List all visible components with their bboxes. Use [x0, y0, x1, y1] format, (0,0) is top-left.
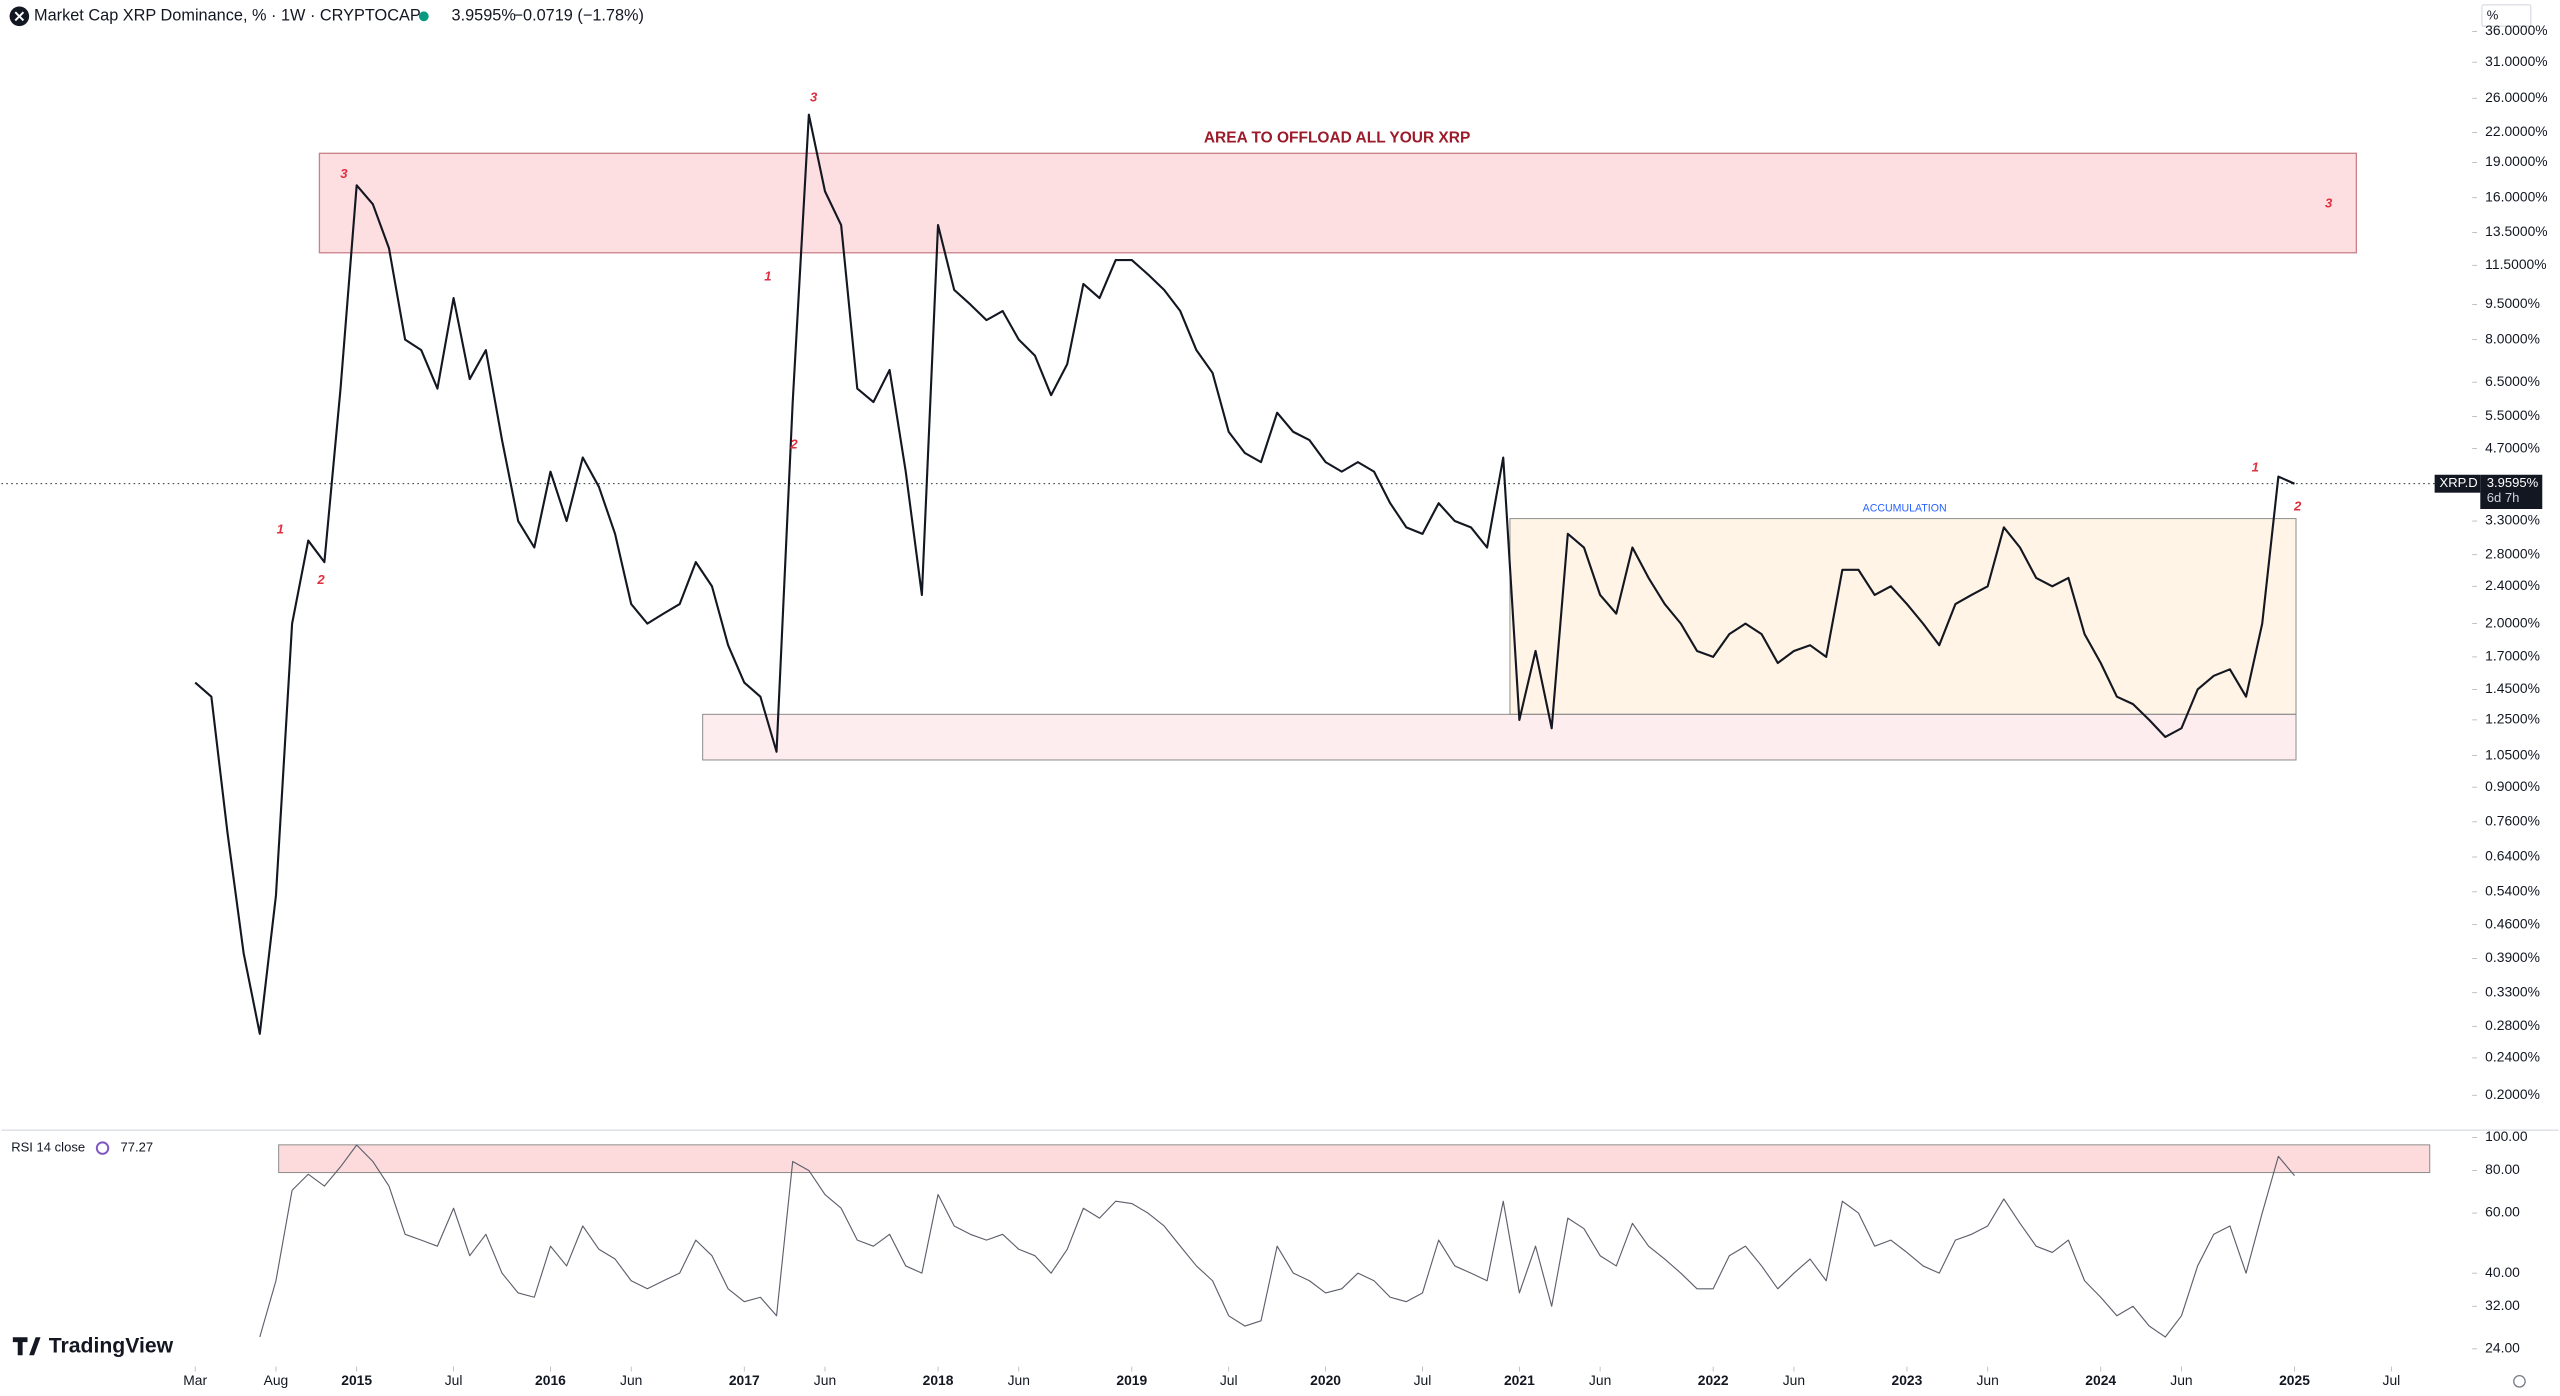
y-tick-label: 1.2500%	[2485, 711, 2540, 727]
chart-title: Market Cap XRP Dominance, % · 1W · CRYPT…	[34, 7, 421, 25]
x-tick-label: 2022	[1698, 1372, 1729, 1388]
countdown: 6d 7h	[2487, 490, 2520, 505]
y-tick-label: 0.9000%	[2485, 778, 2540, 794]
x-tick-label: 2021	[1504, 1372, 1535, 1388]
y-tick-label: 40.00	[2485, 1264, 2520, 1280]
y-tick-label: 0.3300%	[2485, 983, 2540, 999]
y-tick-label: 5.5000%	[2485, 407, 2540, 423]
y-tick-label: 100.00	[2485, 1128, 2528, 1144]
zone-label: ACCUMULATION	[1863, 503, 1947, 515]
change: −0.0719 (−1.78%)	[514, 7, 644, 25]
x-tick-label: 2019	[1116, 1372, 1147, 1388]
x-tick-label: Jun	[1977, 1372, 1999, 1388]
y-tick-label: 0.2400%	[2485, 1049, 2540, 1065]
y-tick-label: 80.00	[2485, 1161, 2520, 1177]
x-tick-label: Jun	[620, 1372, 642, 1388]
wave-label: 3	[340, 166, 348, 181]
support-zone	[702, 713, 2297, 761]
y-tick-label: 2.8000%	[2485, 545, 2540, 561]
y-tick-label: 13.5000%	[2485, 223, 2547, 239]
y-tick-label: 24.00	[2485, 1340, 2520, 1356]
market-status	[418, 11, 429, 22]
y-tick-label: 4.7000%	[2485, 439, 2540, 455]
y-tick-label: 0.6400%	[2485, 848, 2540, 864]
offload-zone	[318, 152, 2358, 254]
y-tick-label: 8.0000%	[2485, 330, 2540, 346]
y-tick-label: 0.4600%	[2485, 915, 2540, 931]
price-tag-bg	[2480, 474, 2543, 509]
y-tick-label: 16.0000%	[2485, 188, 2547, 204]
y-tick-label: 22.0000%	[2485, 123, 2547, 139]
x-tick-label: Jul	[1220, 1372, 1238, 1388]
wave-label: 2	[789, 437, 798, 452]
series-line	[194, 113, 2295, 1035]
y-tick-label: 1.0500%	[2485, 746, 2540, 762]
x-tick-label: Jun	[2170, 1372, 2192, 1388]
y-tick-label: 3.3000%	[2485, 512, 2540, 528]
y-tick-label: 32.00	[2485, 1297, 2520, 1313]
rsi-value: 77.27	[120, 1140, 153, 1155]
y-tick-label: 0.5400%	[2485, 882, 2540, 898]
rsi-icon	[95, 1141, 110, 1155]
y-tick-label: 2.0000%	[2485, 614, 2540, 630]
y-tick-label: 36.0000%	[2485, 22, 2547, 38]
x-tick-label: Jul	[1414, 1372, 1432, 1388]
symbol-logo-mark	[14, 11, 25, 22]
series-line	[259, 1144, 2295, 1338]
zone-label: AREA TO OFFLOAD ALL YOUR XRP	[1204, 130, 1470, 147]
wave-label: 2	[316, 572, 325, 587]
x-tick-label: Mar	[183, 1372, 207, 1388]
y-tick-label: 31.0000%	[2485, 53, 2547, 69]
y-tick-label: 26.0000%	[2485, 89, 2547, 105]
x-tick-label: Jun	[814, 1372, 836, 1388]
wave-label: 3	[810, 89, 818, 104]
wave-label: 2	[2293, 499, 2302, 514]
symbol-tag-bg	[2434, 474, 2481, 493]
rsi-title: RSI 14 close	[11, 1140, 85, 1155]
x-tick-label: 2023	[1892, 1372, 1923, 1388]
settings-icon[interactable]	[2513, 1374, 2526, 1388]
rsi-overbought-zone	[278, 1144, 2431, 1174]
x-tick-label: 2024	[2085, 1372, 2116, 1388]
wave-label: 3	[2325, 195, 2333, 210]
price-tag: 3.9595%	[2487, 475, 2539, 490]
x-tick-label: 2017	[729, 1372, 760, 1388]
y-tick-label: 19.0000%	[2485, 153, 2547, 169]
x-tick-label: Jul	[2383, 1372, 2401, 1388]
y-tick-label: 0.2800%	[2485, 1017, 2540, 1033]
x-tick-label: Jun	[1783, 1372, 1805, 1388]
scale-mode-box[interactable]	[2481, 4, 2532, 27]
brand: TradingView	[12, 1335, 174, 1358]
accumulation-zone	[1509, 518, 2297, 715]
brand-logo	[12, 1337, 41, 1356]
y-tick-label: 0.7600%	[2485, 812, 2540, 828]
wave-label: 1	[764, 269, 771, 284]
y-tick-label: 1.7000%	[2485, 648, 2540, 664]
x-tick-label: 2015	[341, 1372, 372, 1388]
x-tick-label: 2025	[2279, 1372, 2310, 1388]
y-tick-label: 2.4000%	[2485, 577, 2540, 593]
y-tick-label: 60.00	[2485, 1204, 2520, 1220]
x-tick-label: Jun	[1008, 1372, 1030, 1388]
y-tick-label: 0.3900%	[2485, 949, 2540, 965]
x-tick-label: 2018	[923, 1372, 954, 1388]
x-tick-label: Jul	[445, 1372, 463, 1388]
y-tick-label: 0.2000%	[2485, 1086, 2540, 1102]
x-tick-label: Aug	[264, 1372, 289, 1388]
y-tick-label: 9.5000%	[2485, 295, 2540, 311]
scale-mode[interactable]: %	[2487, 8, 2499, 23]
wave-label: 1	[2252, 459, 2259, 474]
x-tick-label: 2020	[1310, 1372, 1341, 1388]
last-value: 3.9595%	[452, 7, 516, 25]
wave-label: 1	[277, 521, 284, 536]
symbol-tag: XRP.D	[2440, 475, 2478, 490]
x-tick-label: Jun	[1589, 1372, 1611, 1388]
y-tick-label: 1.4500%	[2485, 680, 2540, 696]
y-tick-label: 11.5000%	[2485, 256, 2546, 272]
x-tick-label: 2016	[535, 1372, 566, 1388]
y-tick-label: 6.5000%	[2485, 373, 2540, 389]
brand-name: TradingView	[49, 1335, 174, 1358]
